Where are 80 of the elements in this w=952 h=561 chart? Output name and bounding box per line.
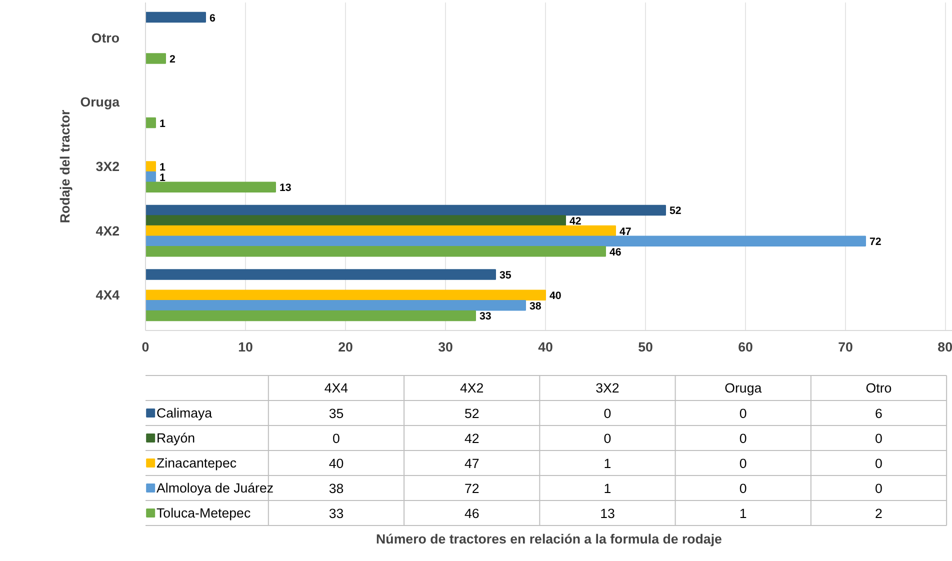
category-label: 4X4 bbox=[324, 380, 349, 396]
data-label: 6 bbox=[210, 12, 216, 24]
x-tick-label: 70 bbox=[838, 340, 853, 354]
x-tick-label: 80 bbox=[938, 340, 952, 354]
legend-label: Rayón bbox=[156, 430, 196, 446]
data-label: 13 bbox=[600, 506, 615, 521]
data-label: 35 bbox=[500, 270, 512, 282]
data-label: 0 bbox=[875, 431, 882, 446]
x-tick-label: 50 bbox=[638, 340, 653, 354]
bar bbox=[146, 236, 866, 246]
data-label: 46 bbox=[610, 246, 622, 258]
data-label: 40 bbox=[328, 456, 344, 471]
data-label: 0 bbox=[604, 406, 612, 421]
data-label: 40 bbox=[550, 290, 562, 302]
data-label: 0 bbox=[739, 456, 747, 471]
data-label: 6 bbox=[875, 406, 882, 421]
bar bbox=[146, 12, 206, 23]
category-label: Oruga bbox=[724, 380, 762, 396]
data-label: 0 bbox=[739, 406, 747, 421]
x-tick-label: 60 bbox=[738, 340, 753, 354]
data-label: 2 bbox=[170, 53, 176, 66]
data-label: 42 bbox=[464, 431, 480, 446]
data-label: 1 bbox=[604, 481, 612, 496]
data-label: 52 bbox=[670, 205, 682, 218]
data-label: 38 bbox=[530, 300, 542, 312]
y-tick-label: 4X4 bbox=[96, 288, 120, 303]
bar bbox=[146, 204, 666, 216]
y-tick-label: Otro bbox=[91, 30, 120, 46]
data-label: 52 bbox=[464, 406, 480, 421]
data-label: 1 bbox=[739, 506, 747, 521]
legend-label: Zinacantepec bbox=[156, 456, 237, 470]
data-label: 2 bbox=[875, 506, 882, 521]
data-label: 33 bbox=[328, 506, 344, 521]
data-label: 0 bbox=[332, 431, 340, 446]
data-label: 72 bbox=[464, 481, 480, 496]
legend-label: Toluca-Metepec bbox=[156, 506, 251, 520]
x-tick-label: 0 bbox=[142, 340, 150, 354]
bar bbox=[146, 300, 526, 311]
data-label: 38 bbox=[328, 481, 344, 496]
data-label: 1 bbox=[160, 162, 166, 174]
bar bbox=[146, 290, 546, 301]
data-label: 1 bbox=[160, 118, 166, 130]
bar bbox=[146, 117, 156, 128]
bar bbox=[146, 182, 276, 192]
y-tick-label: Oruga bbox=[80, 94, 120, 110]
bar bbox=[146, 246, 606, 257]
bar bbox=[146, 161, 156, 172]
data-label: 0 bbox=[875, 481, 882, 496]
data-label: 0 bbox=[739, 481, 747, 496]
y-axis-title: Rodaje del tractor bbox=[57, 110, 72, 224]
category-label: 4X2 bbox=[460, 380, 484, 396]
x-tick-label: 10 bbox=[238, 340, 253, 354]
data-label: 47 bbox=[464, 456, 480, 471]
data-label: 1 bbox=[160, 172, 166, 184]
text: Número de tractores en relación a la formula de rodaje bbox=[376, 532, 722, 546]
bar bbox=[146, 225, 616, 236]
bar bbox=[146, 215, 566, 226]
data-label: 47 bbox=[620, 226, 632, 238]
legend-label: Almoloya de Juárez bbox=[156, 480, 274, 496]
x-tick-label: 20 bbox=[338, 340, 353, 354]
x-tick-label: 40 bbox=[538, 340, 553, 354]
data-label: 0 bbox=[604, 431, 612, 446]
data-label: 35 bbox=[328, 406, 344, 421]
data-label: 46 bbox=[464, 506, 480, 521]
bar bbox=[146, 269, 496, 280]
data-label: 1 bbox=[604, 456, 612, 471]
bar bbox=[146, 53, 166, 64]
data-label: 72 bbox=[870, 236, 882, 248]
data-label: 13 bbox=[280, 182, 292, 194]
category-label: Otro bbox=[866, 380, 892, 396]
data-label: 42 bbox=[570, 216, 582, 228]
data-label: 0 bbox=[739, 431, 747, 446]
y-tick-label: 4X2 bbox=[96, 223, 120, 238]
legend-label: Calimaya bbox=[156, 406, 213, 420]
bar bbox=[146, 310, 476, 322]
x-tick-label: 30 bbox=[438, 340, 453, 354]
category-label: 3X2 bbox=[596, 380, 620, 396]
data-label: 0 bbox=[875, 456, 882, 471]
y-tick-label: 3X2 bbox=[96, 159, 120, 174]
data-label: 33 bbox=[480, 310, 492, 323]
